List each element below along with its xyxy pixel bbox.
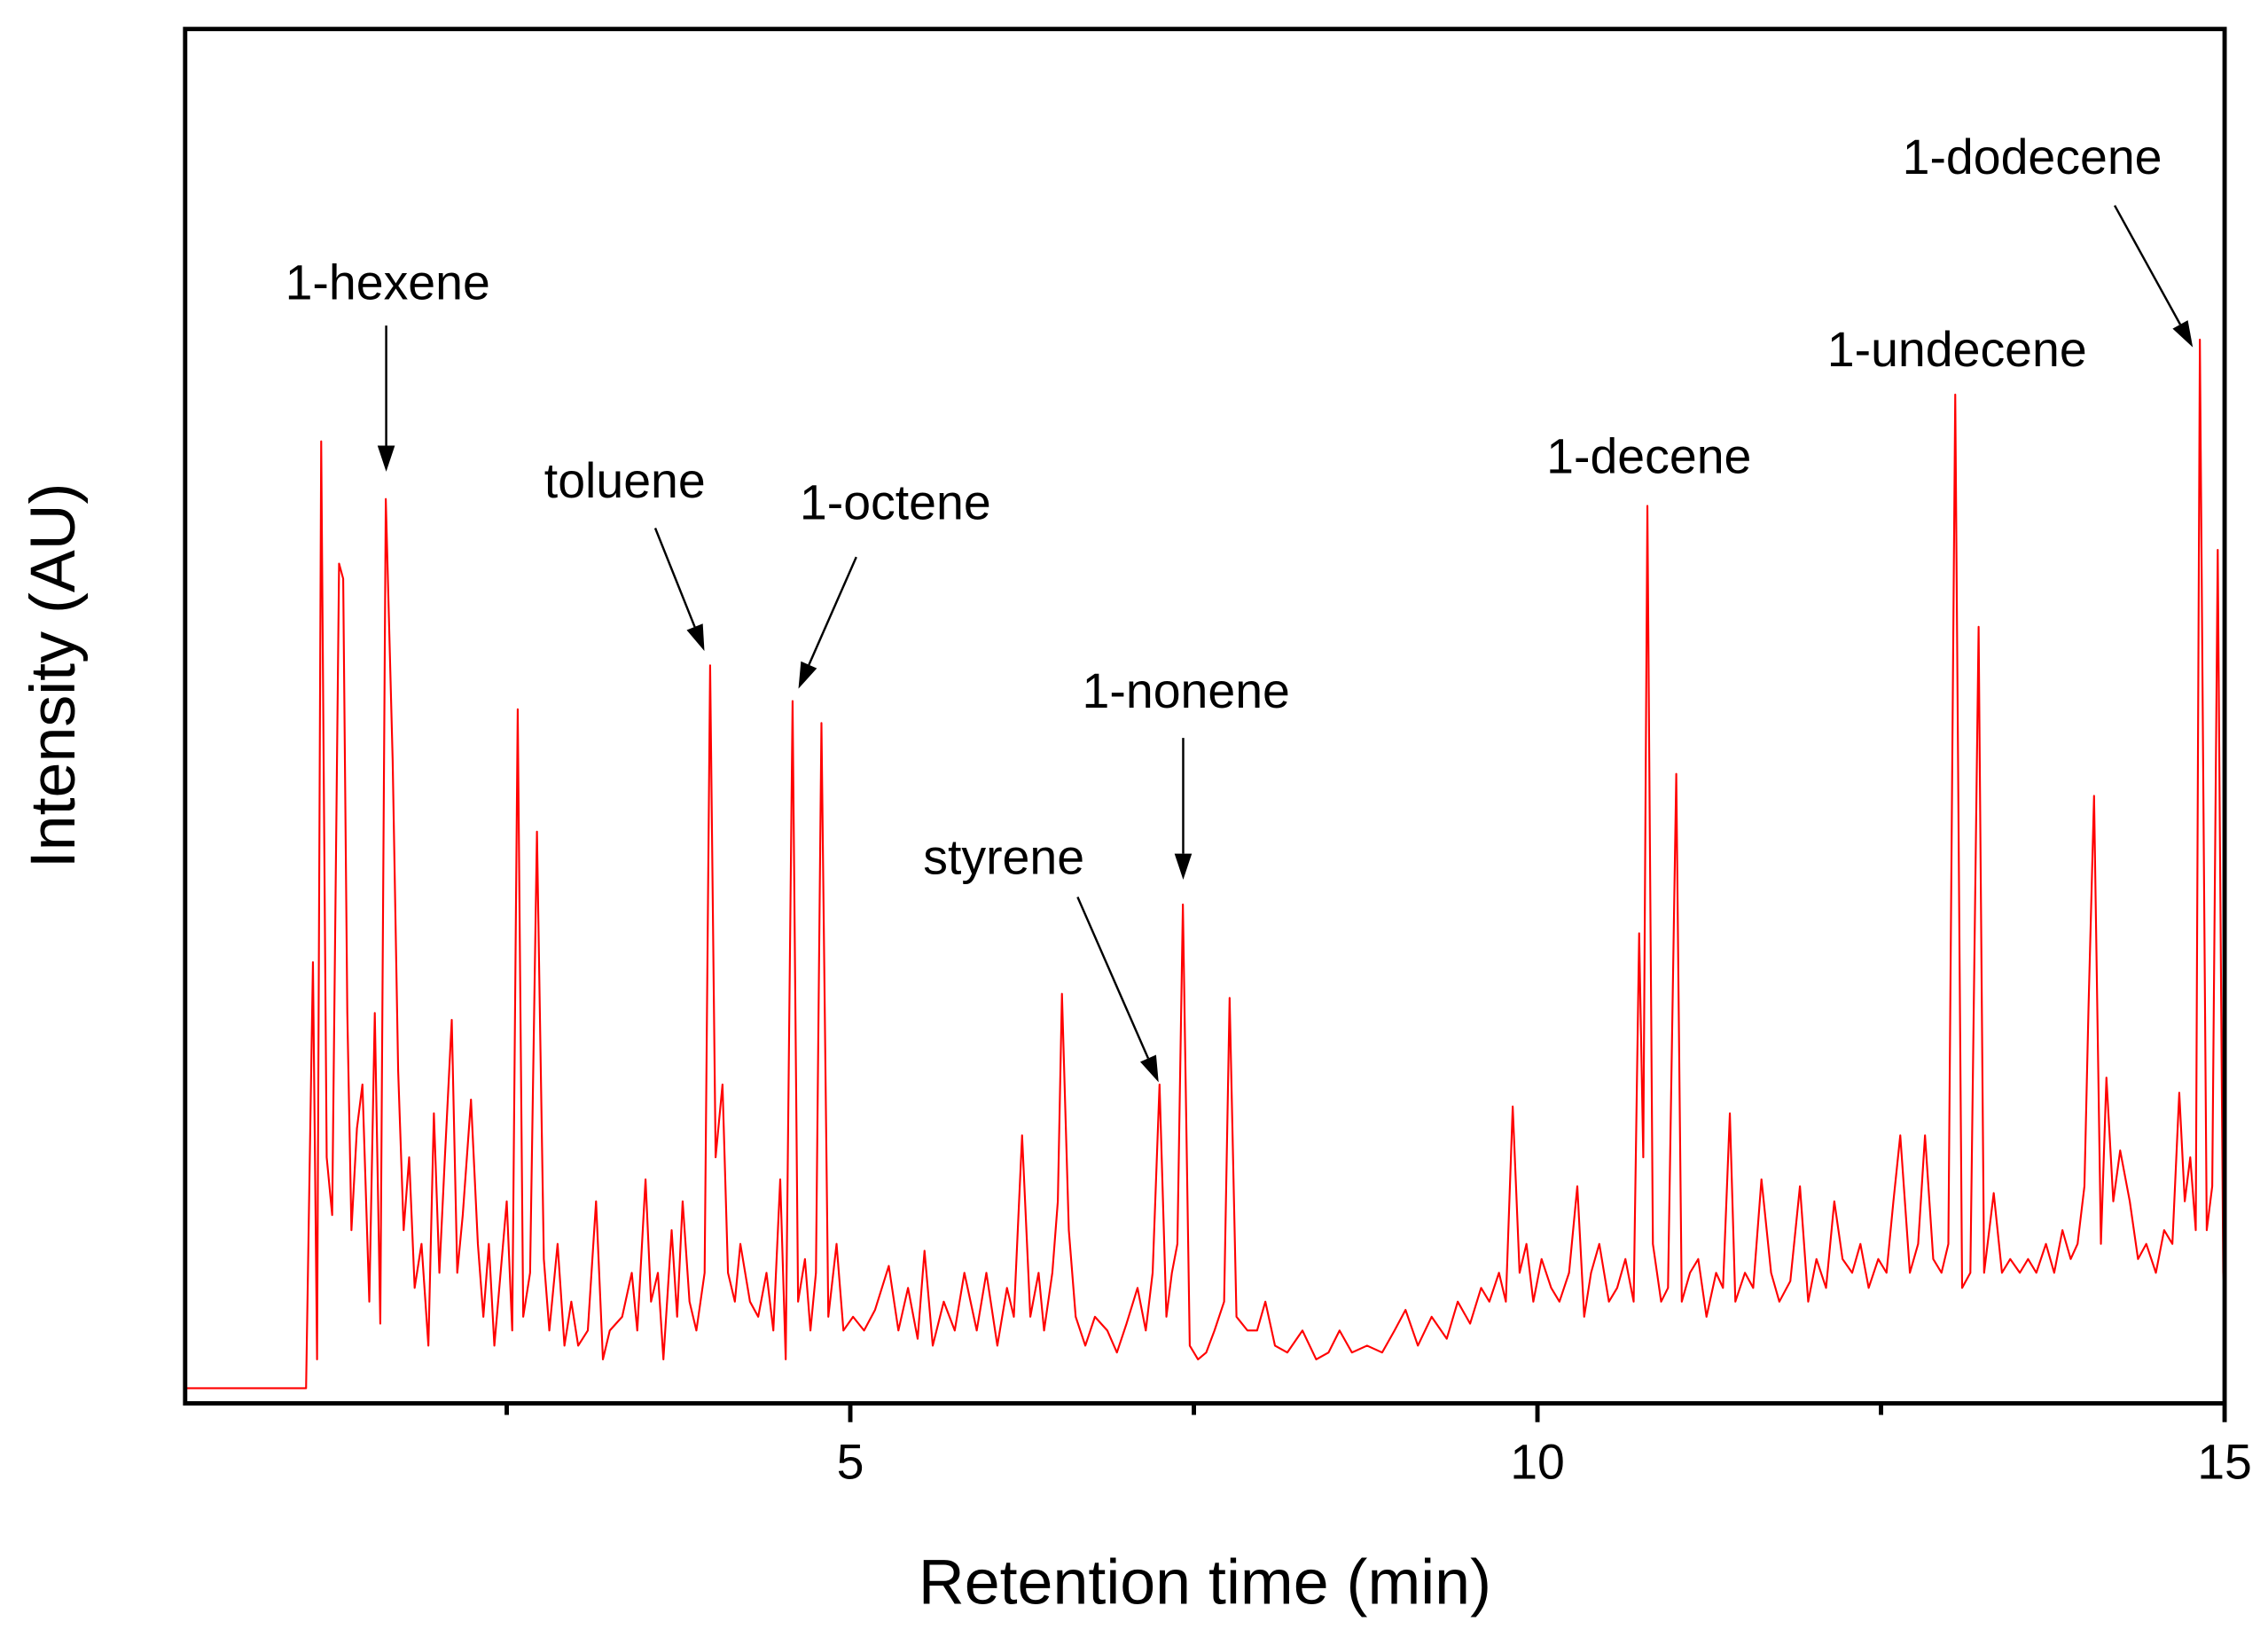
arrow-head	[798, 661, 817, 689]
chromatogram-line	[184, 338, 2226, 1390]
arrow-shaft	[1076, 897, 1150, 1059]
arrow-shaft	[2114, 205, 2182, 325]
arrow-shaft	[653, 528, 696, 628]
plot-frame	[183, 27, 2227, 1406]
arrow-head	[686, 623, 705, 652]
x-tick-label: 15	[2197, 1434, 2252, 1489]
peak-label: 1-undecene	[1827, 322, 2087, 377]
x-tick-label: 10	[1510, 1434, 1565, 1489]
y-axis-title: Intensity (AU)	[18, 483, 89, 869]
arrow-head	[377, 445, 395, 472]
peak-label: 1-hexene	[285, 255, 490, 310]
peak-label: 1-nonene	[1083, 663, 1290, 718]
peak-label: 1-decene	[1546, 428, 1751, 483]
arrow-shaft	[808, 556, 857, 666]
arrow-head	[2172, 320, 2194, 348]
arrow-head	[1139, 1054, 1159, 1083]
arrow-head	[1174, 853, 1193, 880]
peak-label: toluene	[544, 453, 706, 508]
peak-label: 1-dodecene	[1903, 129, 2162, 184]
x-axis-title: Retention time (min)	[919, 1547, 1491, 1618]
peak-label: 1-octene	[800, 475, 991, 530]
x-tick-label: 5	[837, 1434, 864, 1489]
peak-label: styrene	[923, 829, 1084, 884]
